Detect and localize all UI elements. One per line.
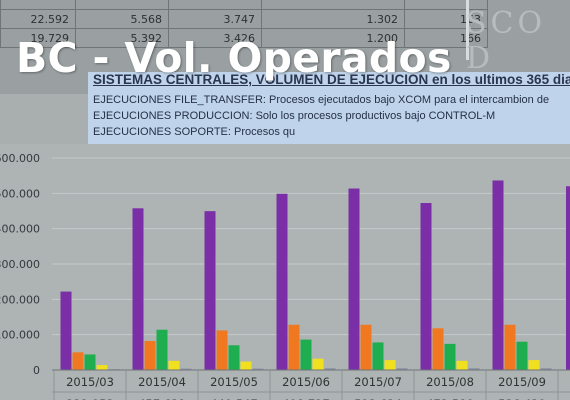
bar	[360, 324, 372, 370]
table-edge-divider	[466, 0, 469, 60]
x-tick-label: 2015/06	[282, 375, 330, 389]
chart-note-produccion: EJECUCIONES PRODUCCION: Solo los proceso…	[93, 110, 496, 122]
bar	[432, 328, 444, 370]
bar	[324, 368, 336, 370]
slide-title: BC - Vol. Operados	[16, 34, 452, 82]
bar	[540, 368, 552, 370]
bar	[504, 324, 516, 370]
bar	[84, 354, 96, 370]
bar	[468, 368, 480, 370]
background-table-cell	[0, 0, 76, 10]
bar	[204, 211, 216, 370]
background-table-cell: 5.392	[75, 28, 169, 48]
total-value-label: 457.631	[138, 397, 186, 400]
background-table-cell: 22.592	[0, 9, 76, 29]
background-table-cell: 1.302	[261, 9, 405, 29]
bar	[420, 203, 432, 370]
bar-chart: 0 100.000 200.000 300.000 400.000 500.000 600.…	[0, 152, 570, 400]
background-table-row-partial	[0, 0, 488, 10]
total-value-label: 221.953	[66, 397, 114, 400]
bar	[252, 368, 264, 370]
logo-watermark: SCO D	[466, 6, 547, 76]
y-tick-label: 400.000	[0, 223, 40, 236]
bar	[276, 193, 288, 370]
background-table-cell: 3.426	[168, 28, 262, 48]
bar	[444, 343, 456, 370]
background-table-cell: 5.568	[75, 9, 169, 29]
x-tick-label: 2015/05	[210, 375, 258, 389]
y-tick-label: 300.000	[0, 258, 40, 271]
y-tick-label: 200.000	[0, 293, 40, 306]
bar	[492, 180, 504, 370]
x-tick-label: 2015/07	[354, 375, 402, 389]
x-tick-label: 2015/08	[426, 375, 474, 389]
chart-note-soporte: EJECUCIONES SOPORTE: Procesos qu	[93, 126, 296, 138]
total-value-label: 449.547	[210, 397, 258, 400]
chart-header-box: SISTEMAS CENTRALES, VOLUMEN DE EJECUCION…	[88, 72, 570, 144]
bar	[516, 341, 528, 370]
x-tick-label: 2015/04	[138, 375, 186, 389]
bar	[312, 358, 324, 370]
y-tick-label: 600.000	[0, 152, 40, 165]
bar	[300, 339, 312, 370]
background-table-cell: 19.729	[0, 28, 76, 48]
x-tick-label: 2015/03	[66, 375, 114, 389]
total-value-label: 513.624	[354, 397, 402, 400]
x-tick-label: 2015/09	[498, 375, 546, 389]
bar	[384, 360, 396, 370]
bar	[372, 342, 384, 370]
bar	[132, 208, 144, 370]
total-value-label: 498.717	[282, 397, 330, 400]
bar	[156, 329, 168, 370]
bar	[240, 361, 252, 370]
chart-title: SISTEMAS CENTRALES, VOLUMEN DE EJECUCION…	[93, 72, 570, 87]
total-value-label: 472.580	[426, 397, 474, 400]
bar	[288, 324, 300, 370]
background-table-row: 19.729 5.392 3.426 1.200 166	[0, 28, 488, 48]
bar	[144, 341, 156, 370]
background-table-cell	[168, 0, 262, 10]
chart-note-file-transfer: EJECUCIONES FILE_TRANSFER: Procesos ejec…	[93, 94, 550, 106]
background-table-cell: 3.747	[168, 9, 262, 29]
bar	[72, 352, 84, 370]
bar	[96, 365, 108, 370]
bar	[60, 291, 72, 370]
bar	[168, 360, 180, 370]
bar	[396, 368, 408, 370]
bar	[216, 330, 228, 370]
y-tick-label: 0	[33, 364, 40, 377]
bar	[456, 360, 468, 370]
bar	[180, 368, 192, 370]
y-tick-label: 100.000	[0, 329, 40, 342]
background-table-cell	[261, 0, 405, 10]
total-value-label: 536.429	[498, 397, 546, 400]
background-table-row: 22.592 5.568 3.747 1.302 163	[0, 9, 488, 29]
background-table-cell	[75, 0, 169, 10]
bar	[348, 188, 360, 370]
y-tick-label: 500.000	[0, 187, 40, 200]
bar	[228, 345, 240, 370]
bar	[528, 360, 540, 370]
bar-partial	[566, 186, 570, 370]
chart-area: 0 100.000 200.000 300.000 400.000 500.000 600.…	[0, 144, 570, 400]
